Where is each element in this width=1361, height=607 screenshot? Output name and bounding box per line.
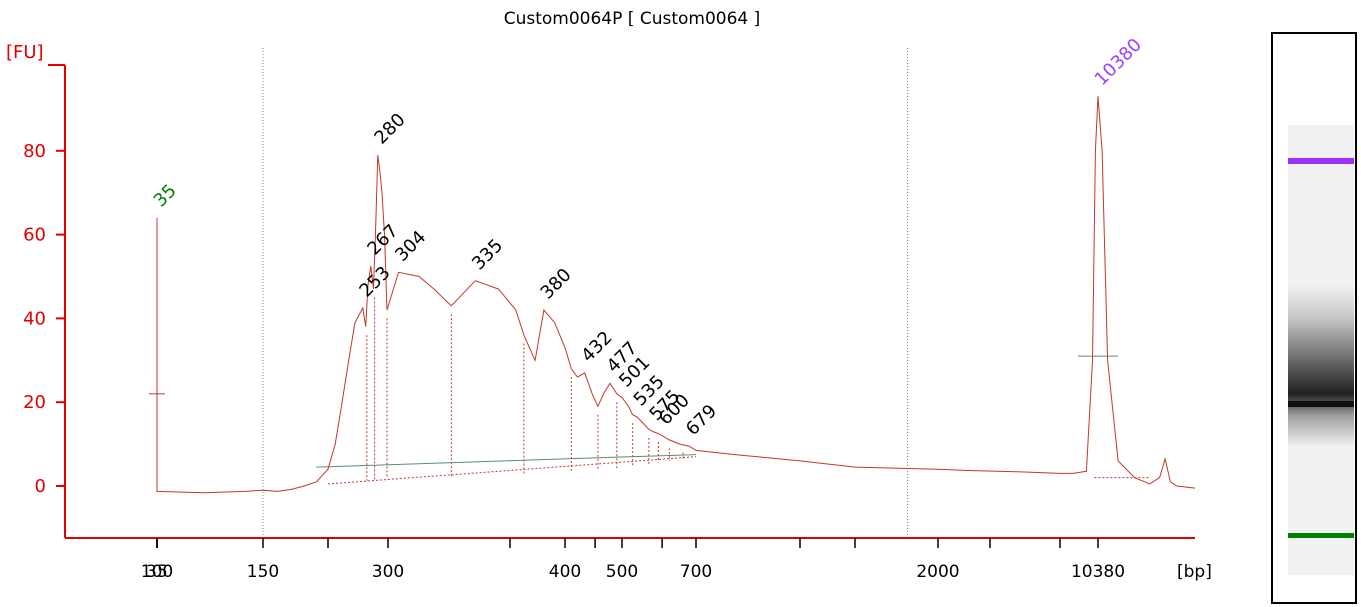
x-tick-label: 100 — [141, 562, 173, 582]
x-tick-label: 400 — [549, 562, 581, 582]
fluorescence-trace — [156, 96, 1196, 494]
chart-title: Custom0064P [ Custom0064 ] — [504, 9, 761, 29]
lower-marker-band — [1288, 533, 1354, 538]
x-tick-label: 10380 — [1071, 562, 1125, 582]
y-tick-label: 40 — [23, 308, 46, 329]
y-tick-label: 80 — [23, 141, 46, 162]
gel-band — [1288, 401, 1354, 407]
x-axis-label: [bp] — [1177, 562, 1212, 582]
peak-label: 35 — [150, 180, 181, 211]
x-tick-label: 300 — [372, 562, 404, 582]
x-tick-label: 150 — [247, 562, 279, 582]
peak-label: 253 — [355, 262, 394, 301]
y-tick-label: 0 — [35, 476, 46, 497]
y-axis-label: [FU] — [6, 42, 44, 63]
peak-label: 280 — [370, 109, 409, 148]
upper-marker-band — [1288, 158, 1354, 164]
x-tick-label: 2000 — [916, 562, 959, 582]
region-markers — [262, 48, 909, 538]
dotted-baseline — [327, 456, 697, 485]
y-tick-label: 60 — [23, 225, 46, 246]
x-tick-label: 35 — [146, 562, 168, 582]
gel-smear — [1288, 285, 1354, 445]
gel-lane — [1271, 32, 1357, 604]
y-tick-label: 20 — [23, 392, 46, 413]
x-tick-label: 500 — [606, 562, 638, 582]
x-tick-label: 700 — [680, 562, 712, 582]
peak-baselines — [149, 297, 1150, 485]
peak-label: 335 — [468, 235, 507, 274]
peak-label: 10380 — [1091, 35, 1146, 90]
baseline-segment — [316, 454, 697, 468]
peak-label: 380 — [537, 264, 576, 303]
